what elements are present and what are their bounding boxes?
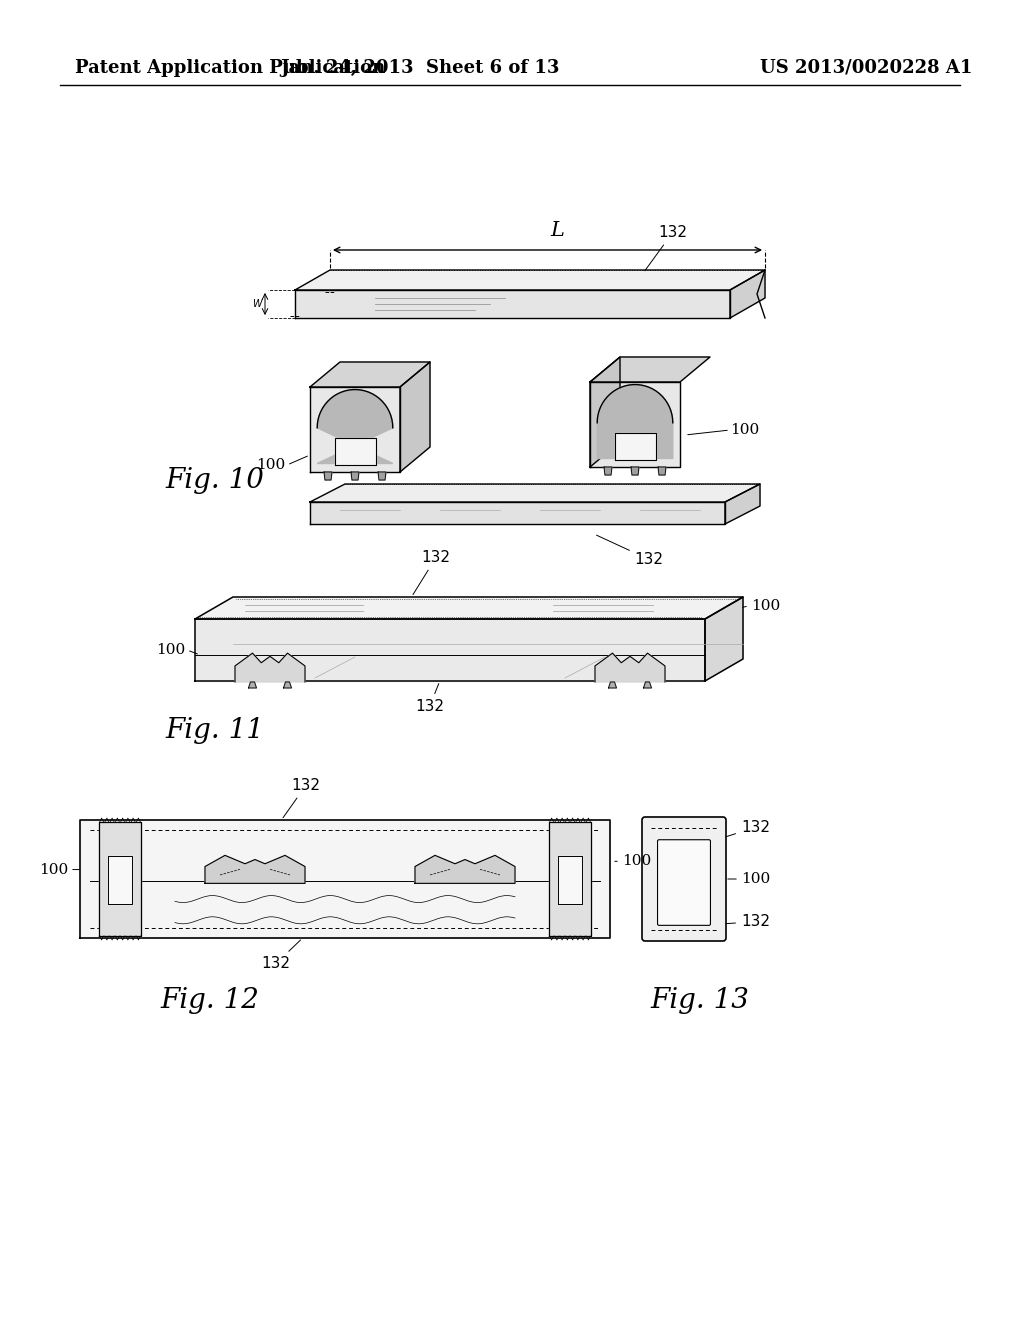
Polygon shape [643, 682, 651, 688]
Polygon shape [234, 653, 305, 682]
Text: 132: 132 [261, 940, 301, 972]
Polygon shape [195, 619, 705, 681]
Polygon shape [597, 384, 673, 458]
Text: 132: 132 [645, 224, 687, 271]
Text: 132: 132 [726, 915, 770, 929]
Text: 100: 100 [751, 599, 780, 612]
Polygon shape [109, 857, 132, 904]
Text: 100: 100 [156, 643, 185, 657]
Polygon shape [730, 271, 765, 318]
Text: Fig. 13: Fig. 13 [650, 986, 750, 1014]
Polygon shape [378, 473, 386, 480]
Text: 100: 100 [39, 862, 68, 876]
Polygon shape [590, 356, 710, 381]
FancyBboxPatch shape [642, 817, 726, 941]
Polygon shape [324, 473, 332, 480]
Polygon shape [415, 855, 515, 883]
Polygon shape [631, 467, 639, 475]
Text: 100: 100 [730, 422, 759, 437]
Text: Patent Application Publication: Patent Application Publication [75, 59, 385, 77]
Polygon shape [615, 433, 655, 461]
FancyBboxPatch shape [657, 840, 711, 925]
Polygon shape [205, 855, 305, 883]
Polygon shape [317, 389, 393, 463]
Text: 132: 132 [597, 535, 664, 568]
Polygon shape [295, 290, 730, 318]
Text: 100: 100 [256, 458, 285, 473]
Text: W: W [252, 300, 262, 309]
Text: Fig. 12: Fig. 12 [161, 986, 259, 1014]
Text: Fig. 11: Fig. 11 [165, 717, 264, 743]
Polygon shape [549, 822, 591, 936]
Polygon shape [80, 820, 610, 939]
Polygon shape [725, 484, 760, 524]
Polygon shape [558, 857, 582, 904]
Polygon shape [705, 597, 743, 681]
Polygon shape [195, 597, 743, 619]
Text: Jan. 24, 2013  Sheet 6 of 13: Jan. 24, 2013 Sheet 6 of 13 [281, 59, 560, 77]
Text: 132: 132 [415, 684, 444, 714]
Polygon shape [351, 473, 359, 480]
Polygon shape [99, 822, 141, 936]
Text: 132: 132 [726, 820, 770, 837]
Polygon shape [608, 682, 616, 688]
Text: 100: 100 [741, 873, 770, 886]
Text: L: L [551, 220, 564, 240]
Text: 100: 100 [622, 854, 651, 869]
Polygon shape [590, 356, 620, 467]
Polygon shape [595, 653, 665, 682]
Polygon shape [284, 682, 292, 688]
Polygon shape [400, 362, 430, 473]
Text: Fig. 10: Fig. 10 [165, 466, 264, 494]
Text: 132: 132 [413, 550, 451, 594]
Polygon shape [249, 682, 256, 688]
Text: 132: 132 [283, 777, 321, 817]
Polygon shape [658, 467, 666, 475]
Polygon shape [310, 502, 725, 524]
Polygon shape [604, 467, 612, 475]
Polygon shape [590, 381, 680, 467]
Polygon shape [310, 387, 400, 473]
Polygon shape [295, 271, 765, 290]
Polygon shape [310, 362, 430, 387]
Polygon shape [335, 438, 376, 465]
Polygon shape [310, 484, 760, 502]
Text: US 2013/0020228 A1: US 2013/0020228 A1 [760, 59, 973, 77]
